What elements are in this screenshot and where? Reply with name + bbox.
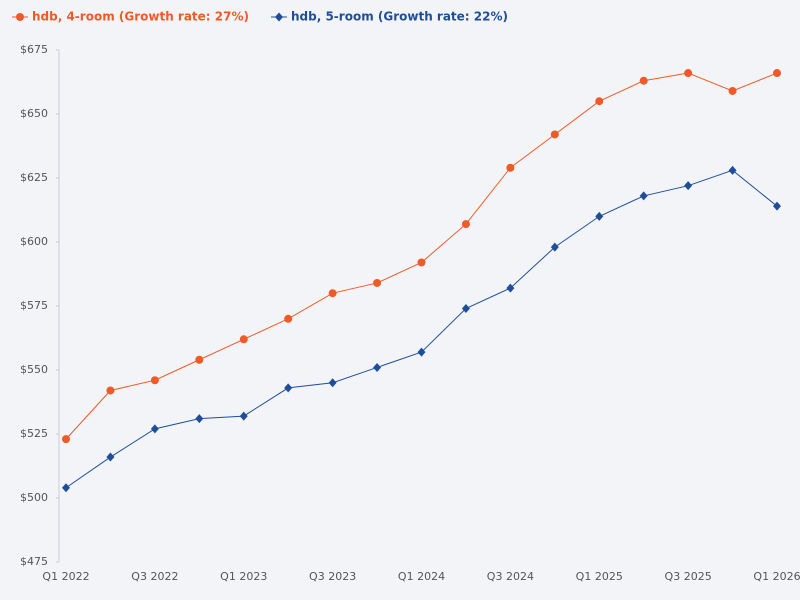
point <box>16 13 24 21</box>
point <box>328 289 337 298</box>
x-tick-label: Q3 2023 <box>309 570 356 583</box>
y-tick-label: $625 <box>20 171 48 184</box>
point <box>728 165 737 175</box>
point <box>728 86 737 95</box>
point <box>773 201 781 211</box>
x-tick-label: Q1 2022 <box>42 570 89 583</box>
point <box>506 283 515 293</box>
y-tick-label: $675 <box>20 43 48 56</box>
point <box>150 376 159 385</box>
y-tick-label: $550 <box>20 363 48 376</box>
y-tick-label: $575 <box>20 299 48 312</box>
point <box>506 163 515 172</box>
x-tick-label: Q1 2023 <box>220 570 267 583</box>
x-tick-label: Q3 2025 <box>665 570 712 583</box>
point <box>62 435 70 444</box>
point <box>373 278 382 287</box>
point <box>284 383 293 393</box>
x-tick-label: Q1 2024 <box>398 570 445 583</box>
point <box>417 258 426 267</box>
point <box>639 76 648 85</box>
point <box>284 314 293 323</box>
point <box>773 69 781 78</box>
point <box>106 452 115 462</box>
point <box>373 362 382 372</box>
point <box>550 242 559 252</box>
point <box>461 220 470 229</box>
point <box>461 304 470 314</box>
x-tick-label: Q1 2026 <box>753 570 800 583</box>
point <box>417 347 426 357</box>
x-tick-label: Q3 2022 <box>131 570 178 583</box>
point <box>639 191 648 201</box>
y-tick-label: $500 <box>20 491 48 504</box>
y-tick-label: $650 <box>20 107 48 120</box>
point <box>239 335 248 344</box>
point <box>239 411 248 421</box>
y-tick-label: $475 <box>20 555 48 568</box>
x-tick-label: Q1 2025 <box>576 570 623 583</box>
point <box>550 130 559 139</box>
y-tick-label: $525 <box>20 427 48 440</box>
legend-text: hdb, 5-room (Growth rate: 22%) <box>291 10 508 24</box>
point <box>195 414 204 424</box>
point <box>684 181 693 191</box>
point <box>328 378 337 388</box>
point <box>106 386 115 395</box>
point <box>595 211 604 221</box>
legend-text: hdb, 4-room (Growth rate: 27%) <box>32 10 249 24</box>
point <box>275 12 283 22</box>
point <box>62 483 70 493</box>
x-tick-label: Q3 2024 <box>487 570 534 583</box>
point <box>684 69 693 78</box>
y-tick-label: $600 <box>20 235 48 248</box>
point <box>195 355 204 364</box>
point <box>150 424 159 434</box>
point <box>595 97 604 106</box>
